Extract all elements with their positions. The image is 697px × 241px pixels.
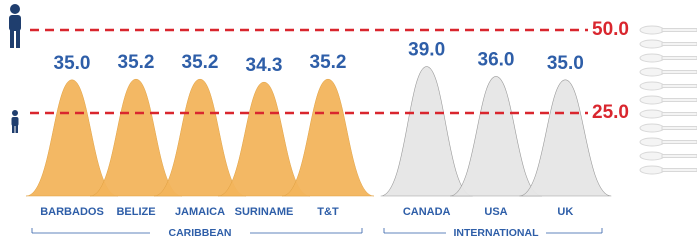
peak <box>26 80 118 196</box>
peak <box>154 79 246 196</box>
category-label: CANADA <box>403 206 451 218</box>
category-label: T&T <box>317 206 339 218</box>
group-label: INTERNATIONAL <box>454 227 540 239</box>
category-label: BELIZE <box>116 206 155 218</box>
spoon-bowl <box>640 40 664 48</box>
spoon-handle <box>662 71 697 74</box>
reference-label: 25.0 <box>592 102 629 123</box>
spoon-handle <box>662 57 697 60</box>
spoon-bowl <box>640 54 664 62</box>
group-label: CARIBBEAN <box>169 227 232 239</box>
peak <box>90 79 182 196</box>
value-label: 36.0 <box>478 49 515 70</box>
spoon-handle <box>662 113 697 116</box>
spoon-handle <box>662 85 697 88</box>
spoon-bowl <box>640 166 664 174</box>
value-label: 35.0 <box>54 53 91 74</box>
peak <box>450 76 542 196</box>
spoon-handle <box>662 29 697 32</box>
value-label: 35.2 <box>310 52 347 73</box>
peak <box>519 80 611 196</box>
spoon-handle <box>662 43 697 46</box>
category-label: UK <box>557 206 573 218</box>
spoon-handle <box>662 99 697 102</box>
spoon-bowl <box>640 82 664 90</box>
value-label: 35.2 <box>118 52 155 73</box>
reference-label: 50.0 <box>592 19 629 40</box>
spoon-bowl <box>640 96 664 104</box>
spoon-handle <box>662 141 697 144</box>
spoon-handle <box>662 169 697 172</box>
spoon-bowl <box>640 26 664 34</box>
value-label: 34.3 <box>246 55 283 76</box>
spoon-bowl <box>640 152 664 160</box>
peak <box>218 82 310 196</box>
spoon-bowl <box>640 68 664 76</box>
value-label: 39.0 <box>408 40 445 61</box>
category-label: JAMAICA <box>175 206 225 218</box>
spoon-stack <box>640 26 697 174</box>
value-label: 35.2 <box>182 52 219 73</box>
category-label: BARBADOS <box>40 206 104 218</box>
peak <box>381 67 473 196</box>
category-label: SURINAME <box>235 206 294 218</box>
spoon-handle <box>662 155 697 158</box>
person-icon-small <box>12 110 19 133</box>
spoon-bowl <box>640 124 664 132</box>
spoon-bowl <box>640 110 664 118</box>
person-icon-large <box>9 4 21 48</box>
value-label: 35.0 <box>547 53 584 74</box>
category-label: USA <box>484 206 507 218</box>
chart: 35.0 BARBADOS 35.2 BELIZE 35.2 JAMAICA 34.3 SUR… <box>0 0 697 241</box>
peak <box>282 79 374 196</box>
spoon-bowl <box>640 138 664 146</box>
spoon-handle <box>662 127 697 130</box>
